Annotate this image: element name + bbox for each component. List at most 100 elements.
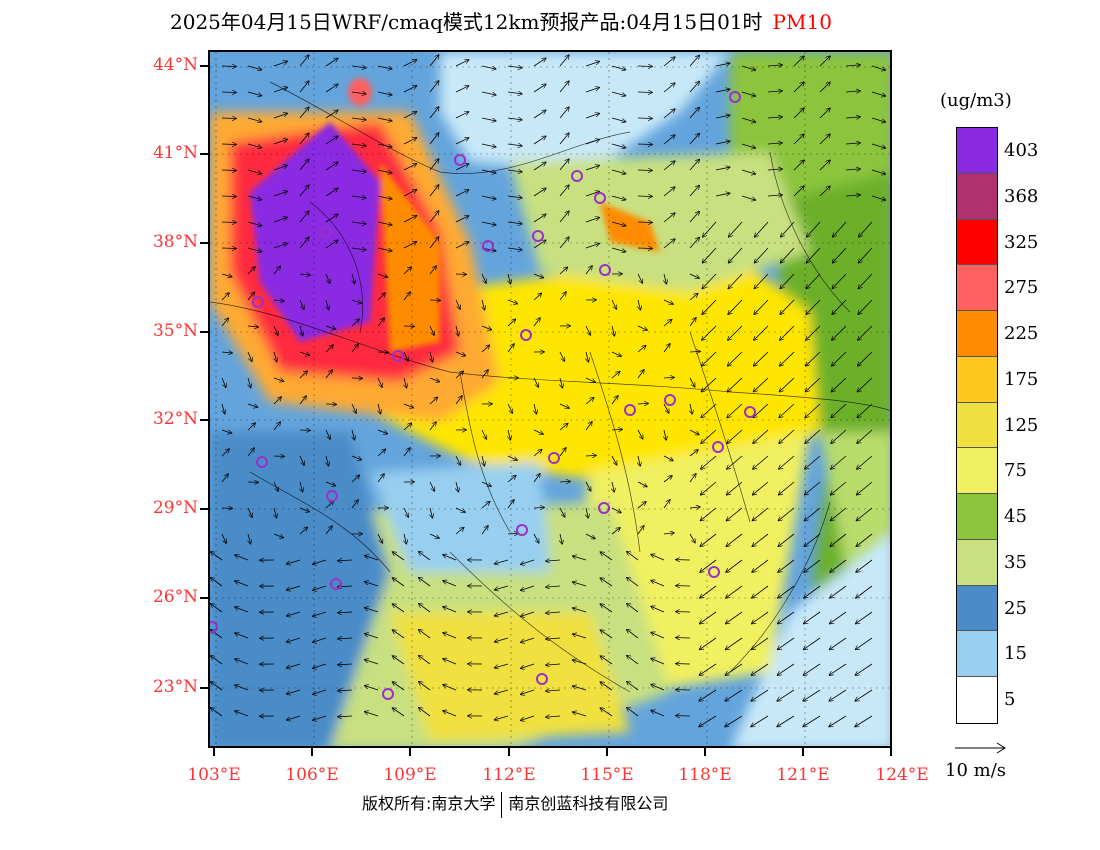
wind-arrow [855,663,873,675]
wind-arrow [754,325,769,340]
wind-arrow [273,377,284,381]
wind-arrow [325,110,338,119]
wind-arrow [429,81,439,93]
wind-arrow [701,507,717,521]
wind-arrow [521,611,535,616]
wind-arrow [377,221,392,225]
wind-arrow [533,429,543,434]
wind-arrow [585,244,599,249]
wind-arrow [235,633,249,639]
wind-arrow [247,351,252,361]
wind-arrow [751,663,769,675]
wind-arrow [830,637,847,649]
wind-arrow [638,299,640,310]
wind-arrow [393,708,405,717]
wind-arrow [299,455,304,465]
wind-arrow [829,663,847,675]
wind-arrow [611,299,616,309]
wind-arrow [627,604,639,613]
wind-arrow [726,533,743,546]
wind-arrow [856,611,873,624]
lat-tick [200,508,208,510]
wind-arrow [755,221,769,237]
wind-arrow [611,143,626,148]
wind-arrow [211,604,223,613]
copyright-right: 南京创蓝科技有限公司 [508,794,669,813]
wind-arrow [299,527,307,535]
lat-tick [200,687,208,689]
wind-arrow [627,708,639,717]
wind-arrow [585,218,599,223]
wind-arrow [455,138,469,145]
wind-arrow [521,637,535,642]
wind-arrow [247,169,262,174]
wind-arrow [637,370,644,379]
wind-arrow [248,377,251,388]
lon-tick [409,748,411,756]
wind-arrow [352,429,355,440]
wind-arrow [507,533,518,534]
wind-arrow [221,429,232,433]
wind-arrow [559,507,565,517]
colorbar-swatch [957,356,997,403]
wind-arrow [507,144,522,146]
boundaries [210,81,890,693]
wind-arrow [393,578,405,587]
wind-arrow [831,507,847,521]
wind-arrow [247,91,262,96]
wind-arrow [819,56,830,67]
wind-arrow [377,247,392,251]
wind-arrow [325,162,338,171]
colorbar-label: 275 [1004,277,1039,299]
wind-arrow [481,221,496,225]
wind-arrow [857,377,873,392]
wind-arrow [429,377,439,382]
wind-arrow [753,481,769,495]
wind-arrow [508,429,510,440]
wind-arrow [221,533,226,543]
wind-arrow [325,188,338,197]
wind-arrow [831,429,847,443]
wind-arrow [430,507,432,518]
wind-arrow [546,716,561,717]
wind-arrow [221,293,229,301]
wind-arrow [235,555,249,561]
wind-arrow [663,57,675,67]
wind-arrow [753,377,769,392]
wind-arrow [651,607,665,613]
wind-arrow [507,248,522,250]
wind-arrow [845,195,860,196]
wind-arrow [715,63,730,67]
wind-arrow [325,58,338,67]
wind-arrow [586,351,588,362]
wind-arrow [777,689,795,701]
wind-arrow [859,247,873,263]
wind-arrow [481,143,496,147]
wind-arrow [247,423,255,431]
wind-arrow [455,216,469,223]
wind-arrow [767,195,782,196]
wind-arrow [482,455,484,466]
wind-arrow [325,526,332,535]
wind-arrow [689,377,695,387]
wind-arrow [585,455,596,456]
wind-arrow [325,325,336,329]
wind-arrow [727,377,743,392]
lat-label-32: 32°N [152,409,198,429]
wind-arrow [533,110,546,119]
wind-arrow [702,299,717,314]
wind-arrow [856,637,873,649]
wind-arrow [287,689,301,694]
wind-arrow [663,239,675,249]
wind-arrow [351,344,358,353]
wind-arrow [804,559,821,572]
wind-arrow [313,715,327,720]
lon-tick [704,748,706,756]
wind-arrow [700,611,717,624]
wind-arrow [299,55,309,67]
colorbar-swatch [957,448,997,495]
wind-arrow [753,403,769,418]
wind-arrow [752,559,769,572]
wind-arrow [495,637,509,642]
wind-arrow [455,371,463,379]
